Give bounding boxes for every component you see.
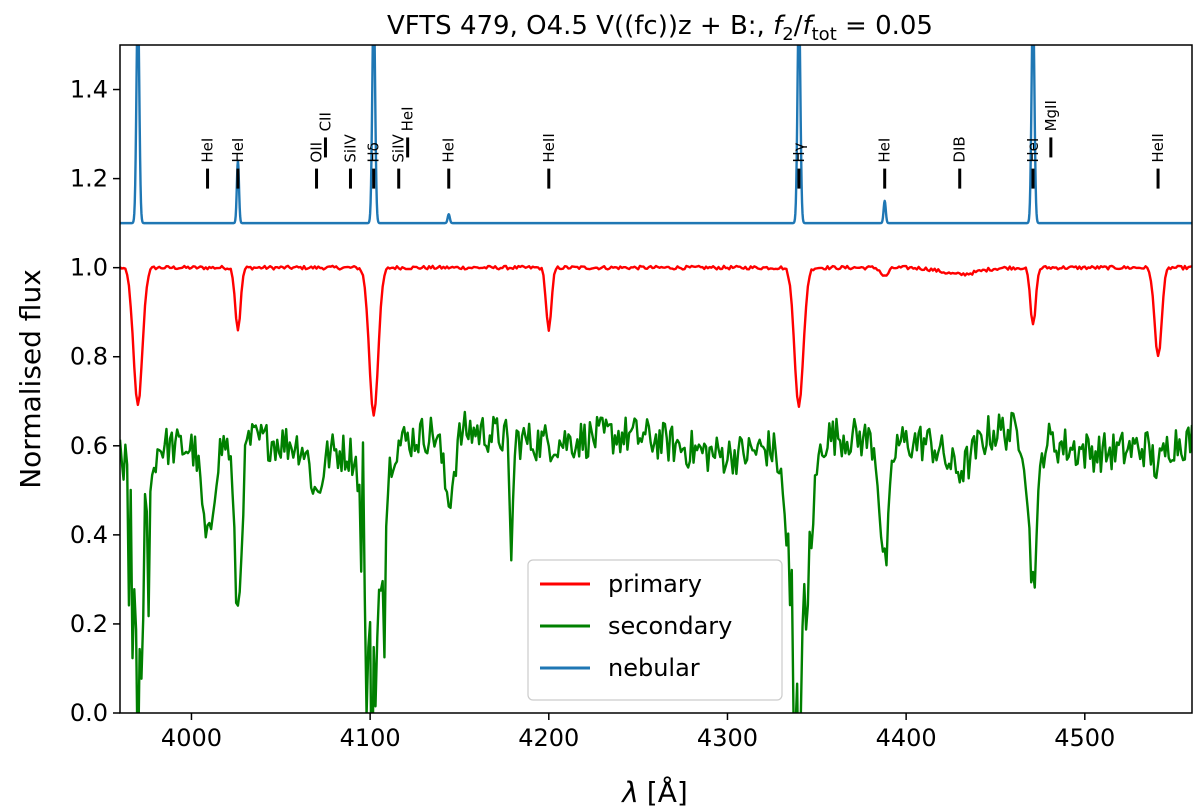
title-suffix: = 0.05 xyxy=(837,11,933,41)
line-id-label: HeII xyxy=(1149,133,1167,162)
line-id-label: CII xyxy=(316,112,334,131)
y-tick-label: 1.2 xyxy=(70,165,108,193)
legend: primary secondary nebular xyxy=(527,559,783,701)
y-tick-label: 0.2 xyxy=(70,610,108,638)
y-tick-label: 0.0 xyxy=(70,699,108,727)
legend-label-secondary: secondary xyxy=(608,612,732,640)
line-id-label: HeI xyxy=(229,138,247,163)
x-tick-label: 4200 xyxy=(518,724,579,752)
line-id-label: SiIV xyxy=(341,133,359,162)
x-axis-title: λ [Å] xyxy=(620,775,688,809)
line-id-label: Hδ xyxy=(365,142,383,162)
title-prefix: VFTS 479, O4.5 V((fc))z + B:, xyxy=(387,11,773,41)
x-tick-label: 4000 xyxy=(161,724,222,752)
x-tick-label: 4300 xyxy=(697,724,758,752)
line-id-label: SiIV xyxy=(390,133,408,162)
y-tick-label: 1.4 xyxy=(70,76,108,104)
series-layer xyxy=(120,45,1192,713)
line-id-label: HeI xyxy=(440,138,458,163)
title-f2-sub: 2 xyxy=(782,24,793,45)
series-line-nebular xyxy=(120,45,1192,225)
y-tick-label: 0.4 xyxy=(70,521,108,549)
title-ftot-sub: tot xyxy=(812,24,837,45)
title-slash: / xyxy=(794,11,803,41)
y-tick-label: 1.0 xyxy=(70,254,108,282)
line-id-label: DIB xyxy=(951,136,969,162)
line-id-label: HeI xyxy=(876,138,894,163)
legend-label-primary: primary xyxy=(608,570,702,598)
x-tick-label: 4400 xyxy=(876,724,937,752)
y-axis-title: Normalised flux xyxy=(14,269,47,489)
x-axis-unit: [Å] xyxy=(647,775,688,809)
line-id-label: MgII xyxy=(1042,100,1060,131)
line-id-label: OII xyxy=(308,142,326,163)
legend-label-nebular: nebular xyxy=(608,654,700,682)
line-id-label: HeI xyxy=(399,106,417,131)
x-tick-label: 4500 xyxy=(1054,724,1115,752)
line-id-label: HeII xyxy=(540,133,558,162)
line-id-markers: HeI HeI OII CII SiIV Hδ SiIV HeI HeI HeII Hγ HeI DIB… xyxy=(199,100,1167,189)
line-id-label: HeI xyxy=(199,138,217,163)
plot-frame xyxy=(119,44,1193,714)
y-tick-label: 0.6 xyxy=(70,432,108,460)
x-axis-lambda: λ xyxy=(620,776,639,809)
axis-ticks: 4000 4100 4200 4300 4400 4500 0.0 0.2 0.4 0.6 0.8 1… xyxy=(70,76,1116,752)
y-tick-label: 0.8 xyxy=(70,343,108,371)
line-id-label: HeI xyxy=(1024,138,1042,163)
line-id-label: Hγ xyxy=(790,142,808,162)
series-line-primary xyxy=(120,264,1192,417)
legend-box xyxy=(527,559,783,701)
x-tick-label: 4100 xyxy=(340,724,401,752)
chart-title: VFTS 479, O4.5 V((fc))z + B:, f2/ftot = … xyxy=(387,11,933,45)
series-line-secondary xyxy=(120,410,1192,713)
